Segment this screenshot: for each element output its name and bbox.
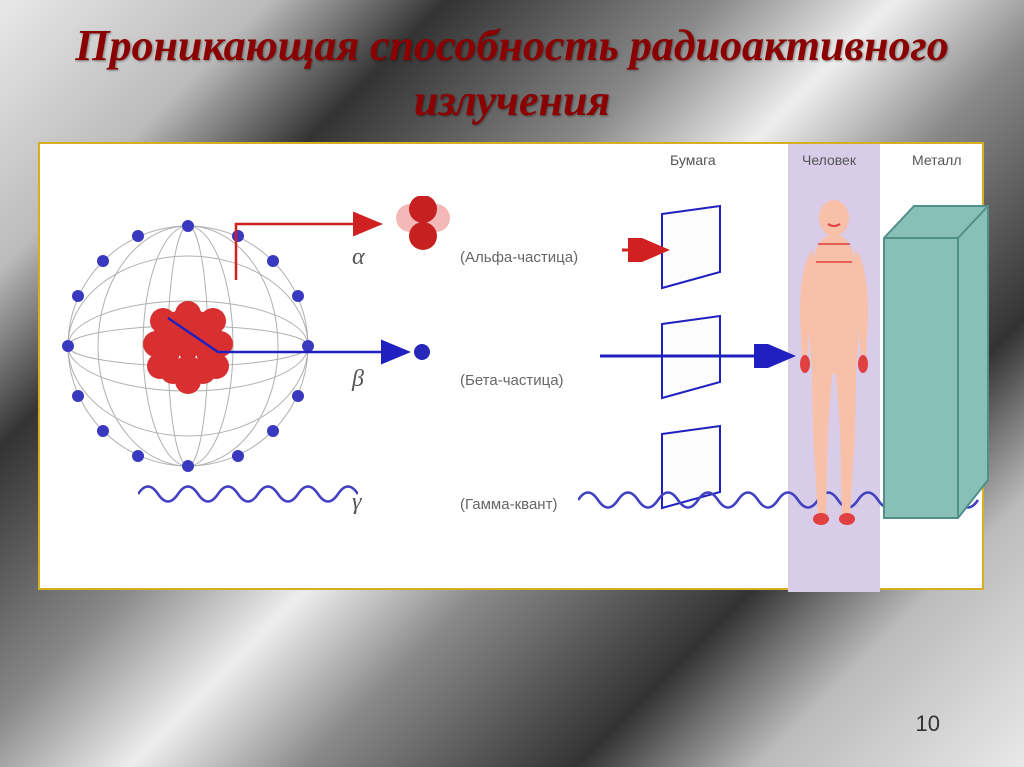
metal-block-icon	[876, 198, 996, 538]
page-title: Проникающая способность радиоактивного и…	[0, 0, 1024, 140]
gamma-label: (Гамма-квант)	[460, 496, 557, 513]
alpha-label: (Альфа-частица)	[460, 249, 578, 266]
beta-arrow-source	[160, 304, 420, 404]
page-number: 10	[916, 711, 940, 737]
paper-label: Бумага	[670, 152, 716, 168]
gamma-wave-source	[138, 474, 358, 514]
metal-label: Металл	[912, 152, 962, 168]
alpha-arrow-barrier	[622, 238, 682, 262]
radiation-diagram: α (Альфа-частица) β (Бета-частица) γ (Га…	[38, 142, 984, 590]
beta-arrow-barrier	[600, 344, 810, 368]
beta-label: (Бета-частица)	[460, 372, 564, 389]
alpha-arrow-source	[210, 194, 410, 304]
human-label: Человек	[802, 152, 856, 168]
human-body-icon	[788, 194, 880, 534]
